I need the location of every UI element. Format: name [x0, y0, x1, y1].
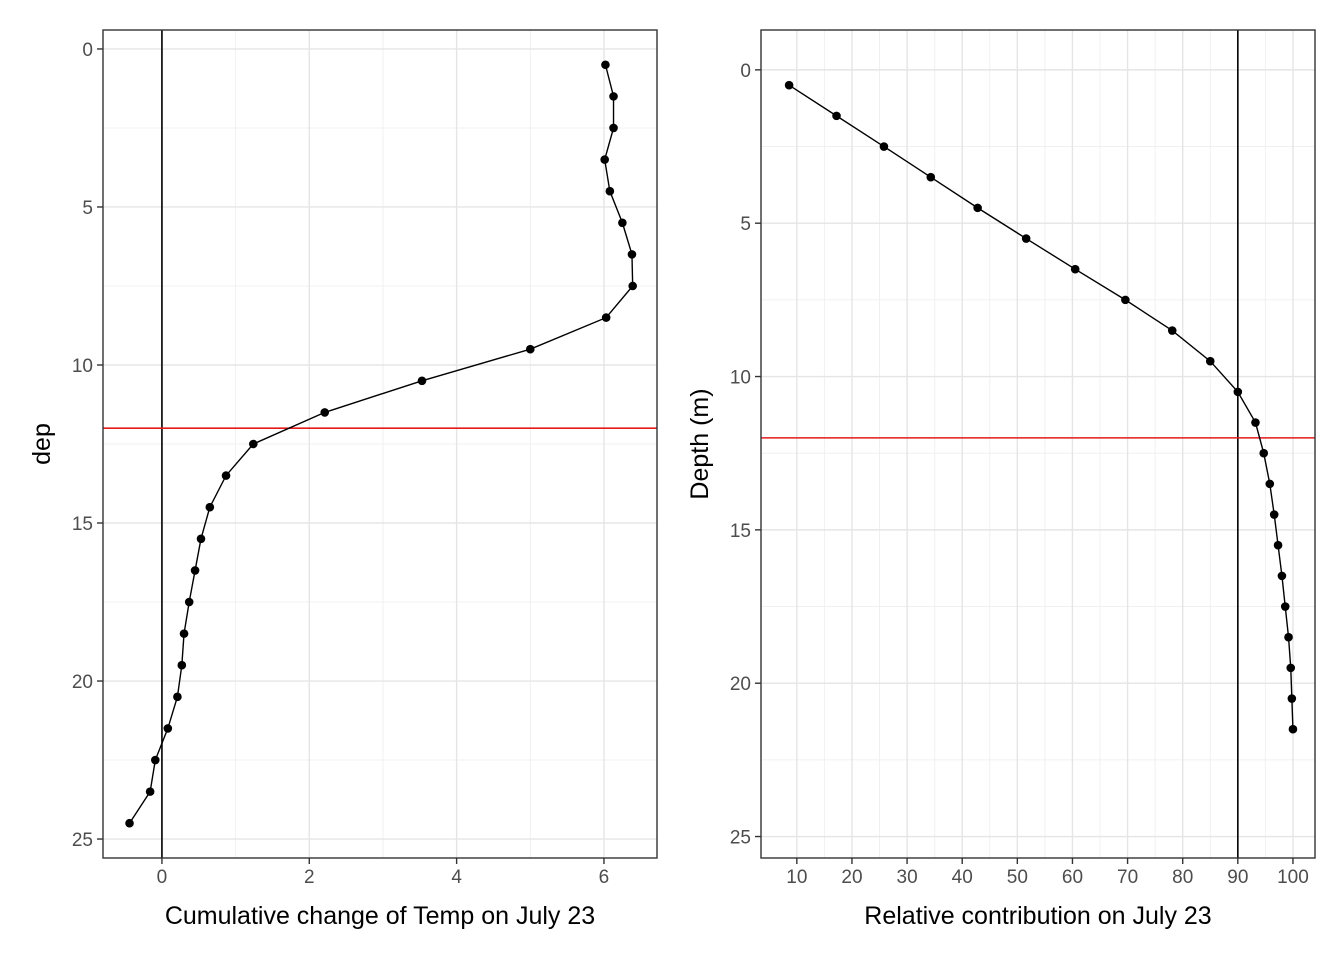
data-point	[1205, 356, 1215, 366]
data-point	[784, 80, 794, 90]
data-point	[973, 203, 982, 213]
right-panel: 10 20 30 40 50 60 70 80 90 100 0 5 10 15 20 25 Relative …	[686, 29, 1316, 930]
data-point	[145, 787, 155, 796]
data-point	[1251, 418, 1260, 427]
data-point	[1167, 326, 1177, 335]
x-tick-label: 40	[952, 867, 973, 888]
data-point	[163, 724, 173, 733]
x-tick-label: 90	[1227, 867, 1248, 888]
data-point	[196, 534, 206, 544]
x-tick-label: 60	[1062, 867, 1083, 888]
y-tick-label: 5	[82, 198, 93, 219]
data-point	[1233, 387, 1243, 397]
x-tick-label: 100	[1277, 867, 1309, 888]
data-point	[221, 471, 231, 480]
data-point	[1070, 264, 1080, 274]
data-point	[601, 313, 611, 322]
y-axis-title: dep	[28, 423, 56, 465]
data-point	[1121, 295, 1130, 305]
data-point	[417, 376, 427, 386]
panel-border	[102, 29, 658, 859]
x-tick-label: 80	[1172, 867, 1193, 888]
left-panel: 0 2 4 6 0 5 10 15 20 25 Cumulative change of Temp …	[28, 29, 658, 930]
x-tick-label: 0	[157, 867, 168, 888]
y-tick-label: 5	[740, 214, 751, 235]
data-point	[179, 629, 189, 638]
x-tick-label: 70	[1117, 867, 1138, 888]
data-point	[205, 502, 215, 512]
data-point	[609, 92, 618, 101]
y-tick-label: 25	[730, 828, 751, 849]
y-tick-label: 0	[82, 40, 93, 61]
data-point	[190, 566, 200, 575]
y-tick-label: 25	[72, 830, 93, 851]
data-point	[1288, 724, 1298, 734]
data-point	[184, 597, 194, 607]
x-tick-label: 4	[451, 867, 462, 888]
data-point	[1280, 602, 1290, 611]
y-tick-label: 10	[72, 356, 93, 377]
data-point	[1259, 448, 1269, 458]
x-tick-label: 20	[841, 867, 862, 888]
x-tick-label: 30	[897, 867, 918, 888]
y-axis-title: Depth (m)	[686, 388, 714, 499]
data-point	[1021, 234, 1031, 243]
data-point	[1286, 663, 1296, 673]
y-tick-label: 20	[72, 672, 93, 693]
data-point	[173, 692, 182, 702]
x-tick-label: 6	[599, 867, 610, 888]
data-point	[600, 155, 609, 164]
data-point	[926, 172, 936, 182]
data-point	[1273, 540, 1283, 550]
y-tick-label: 15	[730, 521, 751, 542]
data-point	[628, 281, 637, 291]
x-tick-label: 2	[304, 867, 315, 888]
data-point	[151, 755, 160, 765]
data-point	[525, 344, 535, 354]
data-point	[605, 186, 615, 196]
data-point	[1284, 632, 1293, 642]
data-point	[1265, 479, 1275, 489]
data-point	[879, 142, 889, 151]
x-tick-label: 10	[786, 867, 807, 888]
x-tick-label: 50	[1007, 867, 1028, 888]
data-point	[1287, 694, 1297, 703]
data-point	[1277, 571, 1287, 581]
data-point	[177, 660, 187, 670]
y-tick-label: 0	[740, 61, 751, 82]
y-tick-label: 10	[730, 368, 751, 389]
data-point	[618, 218, 627, 228]
data-point	[601, 60, 610, 70]
series-line	[788, 84, 1294, 730]
x-axis-title: Relative contribution on July 23	[864, 902, 1211, 930]
x-axis-title: Cumulative change of Temp on July 23	[165, 902, 595, 930]
data-point	[627, 250, 637, 259]
data-point	[609, 123, 618, 133]
y-tick-label: 20	[730, 674, 751, 695]
panel-border	[760, 29, 1316, 859]
y-tick-label: 15	[72, 514, 93, 535]
data-point	[248, 439, 258, 449]
data-point	[125, 818, 134, 828]
data-point	[832, 111, 841, 121]
data-point	[320, 408, 330, 417]
data-point	[1269, 510, 1279, 519]
